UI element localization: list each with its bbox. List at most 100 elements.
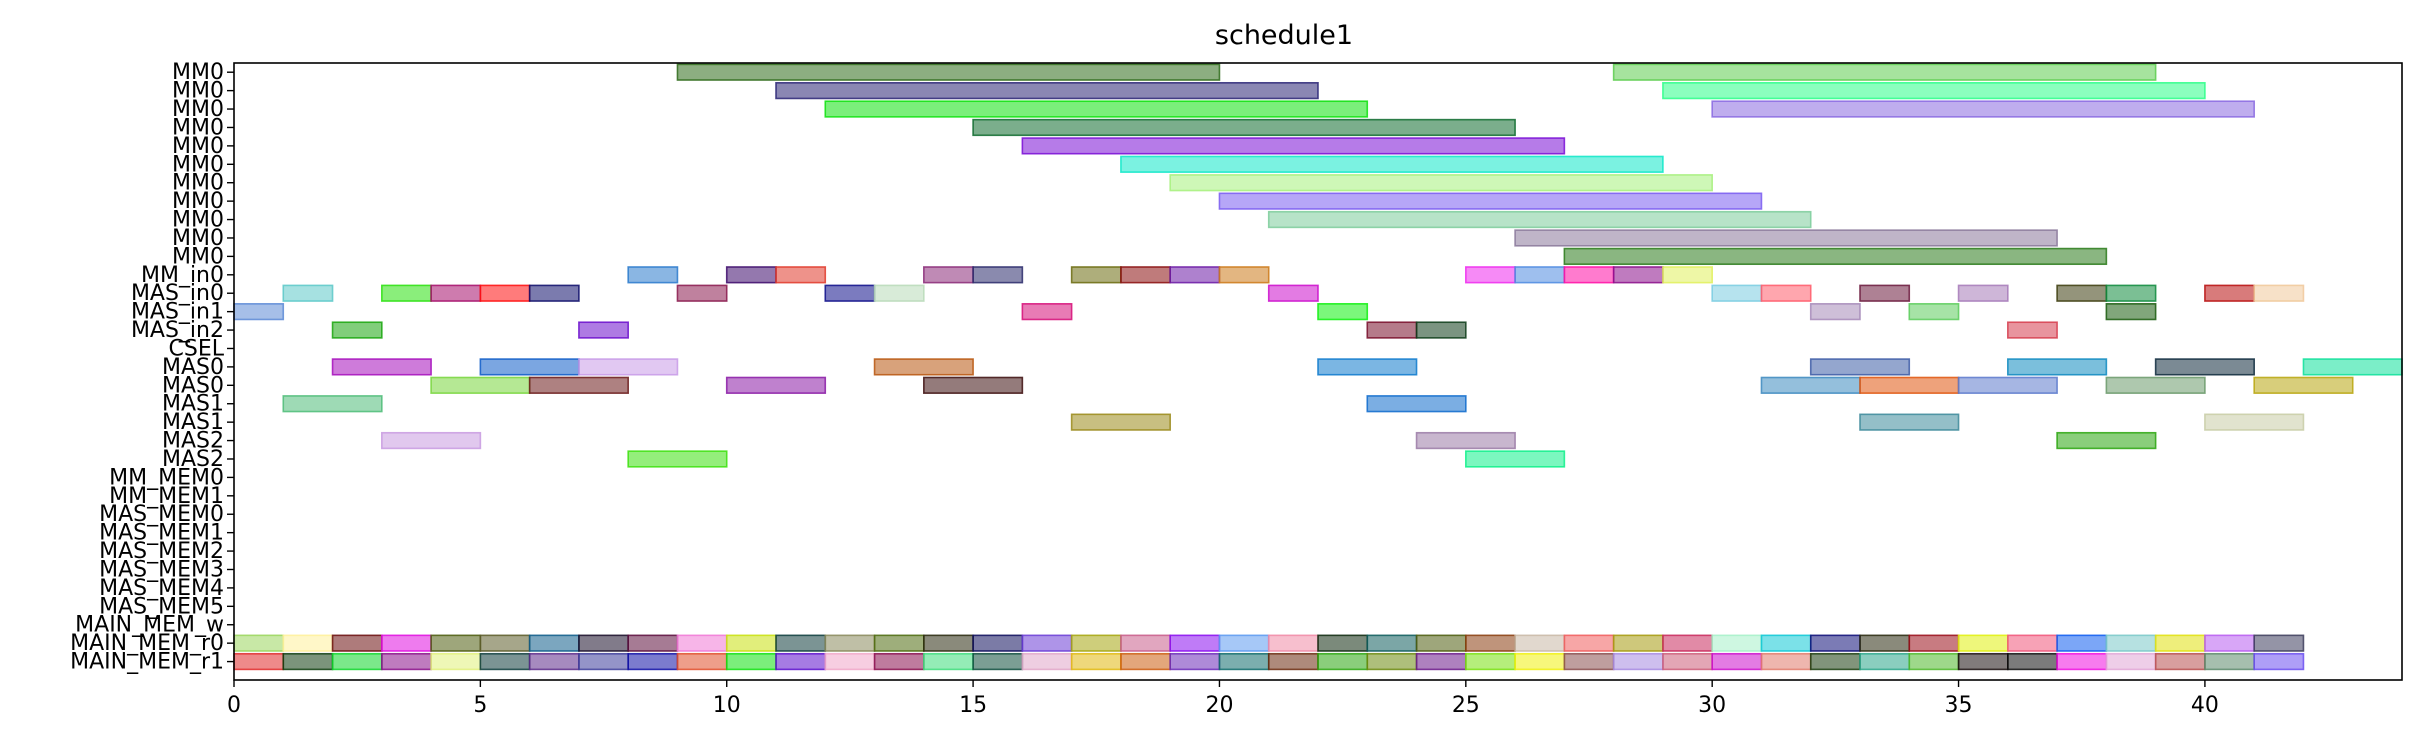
task-bar [1070, 266, 1122, 284]
task-bar [2154, 358, 2255, 376]
y-tick-label: MAS_MEM2 [99, 539, 224, 564]
y-tick-label: MAS0 [162, 355, 224, 380]
task-bar [2105, 652, 2157, 671]
task-bar [1317, 634, 1369, 652]
task-bar [824, 284, 876, 302]
task-bar [1612, 63, 2157, 81]
task-bar [2105, 634, 2157, 652]
task-bar [2204, 634, 2255, 652]
task-bar [972, 266, 1024, 284]
task-bar [676, 63, 1221, 81]
task-bar [873, 358, 974, 376]
y-tick-label: MM0 [172, 244, 224, 269]
y-tick-label: MM0 [172, 115, 224, 140]
task-bar [1218, 634, 1270, 652]
task-bar [1465, 634, 1516, 652]
y-tick-label: MAIN_MEM_r1 [70, 650, 224, 675]
task-bar [1908, 634, 1960, 652]
task-bar [1711, 634, 1763, 652]
task-bar [627, 652, 679, 671]
task-bar [676, 652, 728, 671]
task-bar [233, 634, 285, 652]
x-tick-label: 10 [713, 693, 741, 718]
task-bar [2056, 284, 2108, 302]
task-bar [430, 634, 482, 652]
x-tick-label: 30 [1698, 693, 1726, 718]
task-bar [2007, 358, 2108, 376]
y-tick-label: MM_in0 [141, 263, 224, 288]
task-bar [2154, 634, 2206, 652]
task-bar [1760, 652, 1812, 671]
task-bar [1760, 634, 1812, 652]
task-bar [233, 303, 285, 321]
task-bar [873, 634, 925, 652]
task-bar [578, 358, 679, 376]
task-bar [1760, 376, 1861, 394]
task-bar [331, 652, 383, 671]
x-tick-label: 40 [2191, 693, 2219, 718]
task-bar [578, 652, 629, 671]
task-bar [1415, 634, 1467, 652]
y-axis-ticks: MM0MM0MM0MM0MM0MM0MM0MM0MM0MM0MM0MM_in0M… [70, 60, 234, 675]
task-bar [1267, 284, 1319, 302]
task-bar [775, 266, 827, 284]
task-bar [331, 634, 383, 652]
task-bar [1514, 652, 1566, 671]
task-bar [1120, 652, 1171, 671]
task-bar [2007, 652, 2058, 671]
task-bar [331, 321, 383, 339]
task-bar [1809, 652, 1861, 671]
task-bar [2007, 634, 2058, 652]
task-bar [1514, 266, 1566, 284]
task-bar [1612, 266, 1664, 284]
task-bar [725, 652, 777, 671]
task-bar [676, 284, 728, 302]
task-bar [2056, 652, 2108, 671]
task-bar [1169, 174, 1713, 192]
task-bar [2154, 652, 2206, 671]
task-bar [2056, 431, 2157, 450]
task-bar [1662, 81, 2206, 100]
task-bar [1070, 413, 1171, 431]
task-bar [2105, 303, 2157, 321]
y-tick-label: MAS1 [162, 392, 224, 417]
task-bar [2253, 652, 2305, 671]
task-bar [1218, 192, 1763, 210]
task-bar [1120, 155, 1664, 173]
task-bar [2105, 284, 2157, 302]
task-bar [528, 652, 580, 671]
y-tick-label: MM0 [172, 208, 224, 233]
task-bar [775, 81, 1319, 100]
task-bar [1711, 284, 1763, 302]
task-bar [479, 284, 531, 302]
task-bar [923, 652, 974, 671]
task-bar [676, 634, 728, 652]
task-bar [627, 634, 679, 652]
y-tick-label: MM0 [172, 79, 224, 104]
task-bar [1612, 634, 1664, 652]
task-bar [923, 634, 974, 652]
task-bar [1514, 229, 2058, 247]
x-tick-label: 20 [1205, 693, 1233, 718]
task-bar [1859, 634, 1911, 652]
task-bar [923, 266, 974, 284]
task-bar [1711, 100, 2255, 118]
task-bar [2253, 634, 2305, 652]
task-bar [1021, 137, 1566, 155]
task-bar [1908, 303, 1960, 321]
task-bar [1465, 266, 1516, 284]
task-bar [824, 100, 1369, 118]
task-bar [923, 376, 1024, 394]
task-bar [2253, 376, 2354, 394]
task-bar [775, 634, 827, 652]
task-bar [1415, 652, 1467, 671]
task-bar [430, 652, 482, 671]
task-bar [1662, 652, 1713, 671]
task-bar [2302, 358, 2403, 376]
task-bar [725, 376, 827, 394]
task-bar [381, 652, 432, 671]
y-tick-label: MAS_in2 [131, 318, 224, 343]
task-bar [824, 634, 876, 652]
